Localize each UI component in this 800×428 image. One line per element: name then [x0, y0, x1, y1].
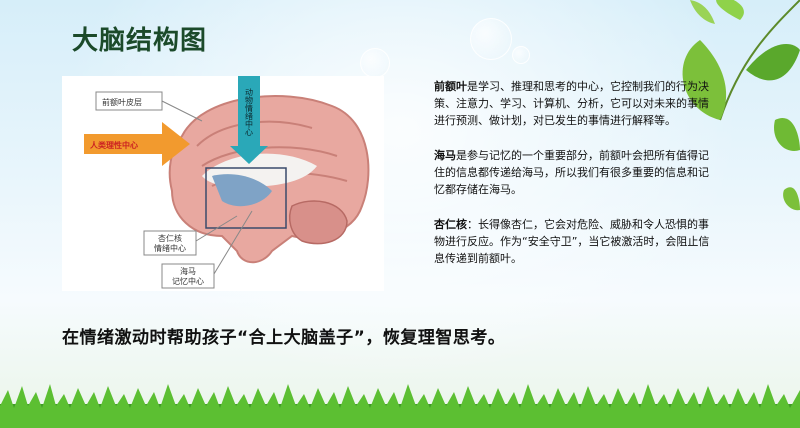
label-emotion-center: 动物情绪中心 — [245, 87, 254, 136]
note-term: 前额叶 — [434, 80, 467, 93]
note-hippocampus: 海马是参与记忆的一个重要部分，前额叶会把所有值得记住的信息都传递给海马，所以我们… — [434, 147, 716, 198]
brain-diagram: 人类理性中心 动物情绪中心 前额叶皮层 杏仁核 情绪中心 海马 记忆中心 — [84, 76, 370, 289]
slogan: 在情绪激动时帮助孩子“合上大脑盖子”，恢复理智思考。 — [62, 328, 506, 348]
label-hippocampus: 海马 — [180, 266, 196, 276]
label-rational: 人类理性中心 — [90, 140, 138, 150]
brain-figure: 人类理性中心 动物情绪中心 前额叶皮层 杏仁核 情绪中心 海马 记忆中心 — [62, 76, 384, 291]
bubble-decoration — [470, 18, 512, 60]
bubble-decoration — [360, 48, 390, 78]
bubble-decoration — [512, 46, 530, 64]
label-prefrontal: 前额叶皮层 — [102, 97, 142, 107]
label-amygdala-sub: 情绪中心 — [154, 243, 186, 253]
note-text: ：长得像杏仁，它会对危险、威胁和令人恐惧的事物进行反应。作为“安全守卫”，当它被… — [434, 218, 710, 265]
note-amygdala: 杏仁核：长得像杏仁，它会对危险、威胁和令人恐惧的事物进行反应。作为“安全守卫”，… — [434, 216, 716, 267]
label-hippocampus-sub: 记忆中心 — [172, 276, 204, 286]
leaves-decoration — [682, 0, 800, 211]
grass-decoration — [0, 384, 800, 428]
notes-panel: 前额叶是学习、推理和思考的中心，它控制我们的行为决策、注意力、学习、计算机、分析… — [434, 78, 716, 285]
label-amygdala: 杏仁核 — [158, 233, 182, 243]
note-term: 杏仁核 — [434, 218, 467, 231]
note-text: 是参与记忆的一个重要部分，前额叶会把所有值得记住的信息都传递给海马，所以我们有很… — [434, 149, 709, 196]
note-prefrontal: 前额叶是学习、推理和思考的中心，它控制我们的行为决策、注意力、学习、计算机、分析… — [434, 78, 716, 129]
page-title: 大脑结构图 — [72, 26, 208, 56]
note-term: 海马 — [434, 149, 456, 162]
note-text: 是学习、推理和思考的中心，它控制我们的行为决策、注意力、学习、计算机、分析，它可… — [434, 80, 709, 127]
